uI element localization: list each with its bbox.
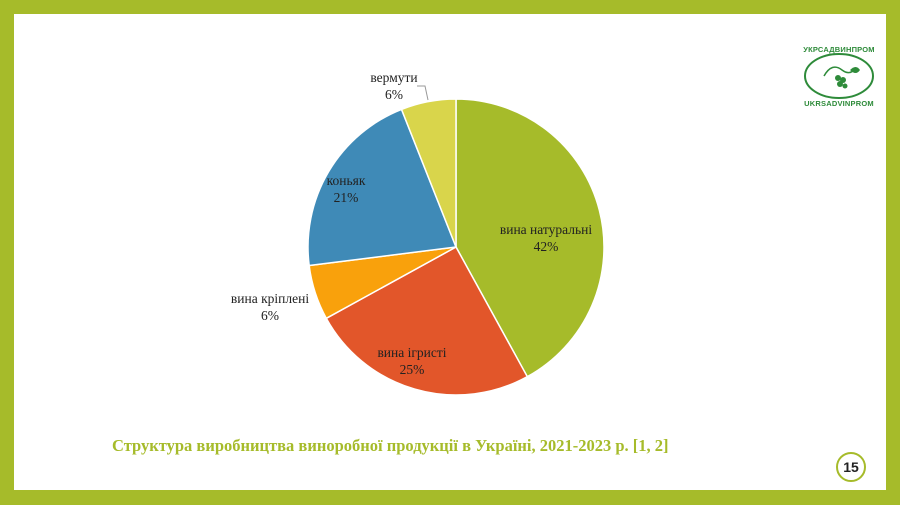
slice-label-2: вина ігристі: [377, 345, 446, 360]
slice-label-5: вермути: [370, 70, 417, 85]
slice-value-5: 6%: [385, 87, 403, 102]
slice-value-1: 42%: [534, 239, 559, 254]
pie-slice-4: [307, 108, 458, 267]
logo-text-bottom: UKRSADVINPROM: [804, 99, 874, 108]
slice-label-3: вина кріплені: [231, 291, 309, 306]
chart-caption: Структура виробництва виноробної продукц…: [112, 436, 669, 455]
ukrsadvinprom-logo: УКРСАДВИНПРОМ UKRSADVINPROM: [803, 45, 875, 108]
pie-chart: вина натуральні 42% вина ігристі 25% вина кр…: [231, 70, 605, 396]
leader-line-5: [417, 85, 429, 101]
slice-value-4: 21%: [334, 190, 359, 205]
slice-value-2: 25%: [400, 362, 425, 377]
slice-label-1: вина натуральні: [500, 222, 593, 237]
pie-slice-5: [400, 98, 457, 248]
page-number-badge: 15: [836, 452, 866, 482]
logo-text-top: УКРСАДВИНПРОМ: [803, 45, 875, 54]
pie-slice-2: [325, 245, 529, 396]
pie-slice-1: [455, 98, 605, 378]
slice-value-3: 6%: [261, 308, 279, 323]
slice-label-4: коньяк: [327, 173, 366, 188]
